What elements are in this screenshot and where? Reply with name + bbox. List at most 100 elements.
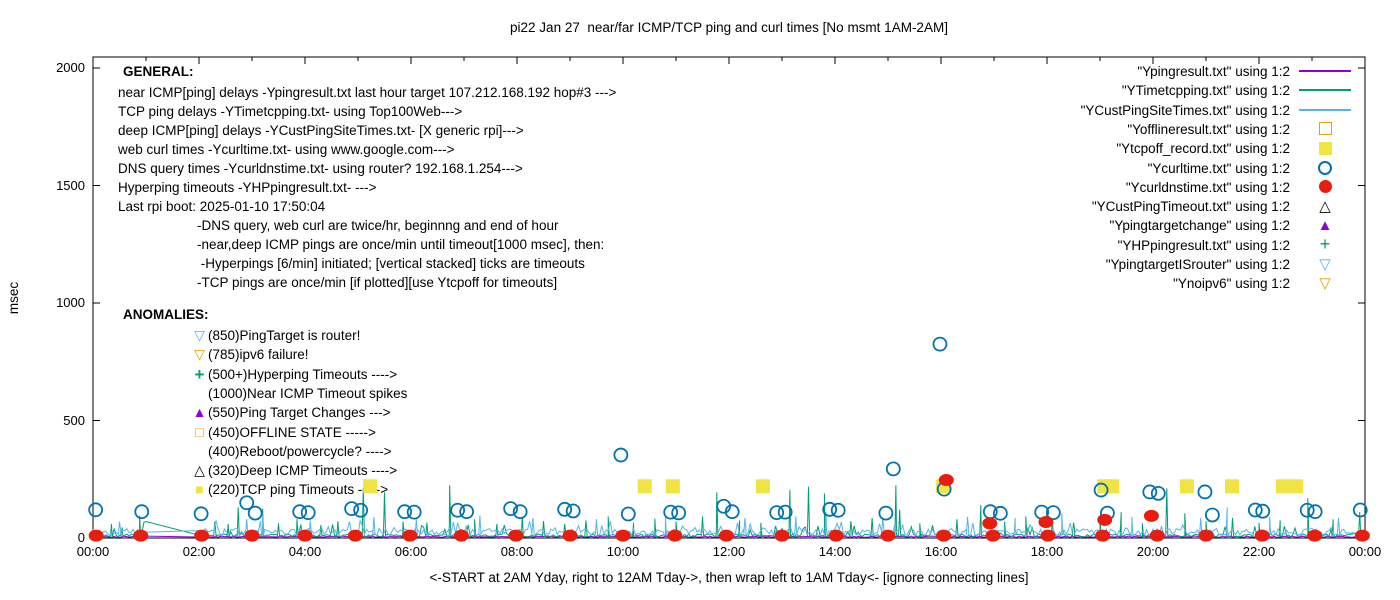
point-Ycurldnstime.txt [1097,513,1113,526]
point-Ycurldnstime.txt [194,529,210,542]
series-line-YCustPingSiteTimes.txt [92,507,1366,538]
point-Ycurldnstime.txt [88,529,104,542]
legend-sample-glyph-icon: ▽ [1296,256,1354,272]
point-Ycurldnstime.txt [828,529,844,542]
anomaly-row: + (500+)Hyperping Timeouts ----> [195,366,398,384]
x-axis-label: <-START at 2AM Yday, right to 12AM Tday-… [429,570,1029,585]
general-line: web curl times -Ycurltime.txt- using www… [118,142,455,157]
point-Ycurltime.txt [88,502,104,518]
point-Ytcpoff_record.txt [1097,479,1112,494]
point-Ycurldnstime.txt [985,529,1001,542]
point-Ytcpoff_record.txt [755,479,770,494]
point-Ycurltime.txt [459,504,475,520]
x-tick-label: 00:00 [76,544,110,559]
point-Ycurltime.txt [247,505,263,521]
anomaly-row: □ (450)OFFLINE STATE -----> [195,424,376,442]
legend-label: "YTimetcpping.txt" using 1:2 [1121,83,1290,99]
legend-label: "YCustPingSiteTimes.txt" using 1:2 [1080,102,1290,118]
anomaly-marker-icon: ■ [195,481,204,498]
circle-open-icon [1318,160,1332,175]
point-Ycurldnstime.txt [1095,529,1111,542]
anomaly-row: ▲ (550)Ping Target Changes ---> [193,405,391,422]
x-tick-label: 04:00 [288,544,322,559]
general-line: TCP ping delays -YTimetcpping.txt- using… [118,104,463,119]
point-Ycurldnstime.txt [1149,529,1165,542]
point-Ytcpoff_record.txt [1289,479,1304,494]
point-Ytcpoff_record.txt [936,479,951,494]
legend-label: "YHPpingresult.txt" using 1:2 [1117,237,1290,253]
point-Ycurltime.txt [992,505,1008,521]
legend-sample-circle-open-icon [1296,160,1354,176]
page-title: pi22 Jan 27 near/far ICMP/TCP ping and c… [510,20,948,35]
general-heading: GENERAL: [123,64,194,79]
anomaly-marker-icon: △ [194,462,205,479]
anomaly-text: (220)TCP ping Timeouts -----> [208,482,389,498]
x-tick-label: 10:00 [606,544,640,559]
legend-sample-circle-fill-icon [1296,179,1354,195]
legend-label: "Ycurltime.txt" using 1:2 [1147,160,1290,176]
anomaly-row: (1000)Near ICMP Timeout spikes [208,386,407,403]
anomalies-heading: ANOMALIES: [123,307,209,322]
legend-sample-line-icon [1296,82,1354,98]
y-tick-label: 2000 [56,60,85,75]
legend-line-swatch [1299,89,1351,92]
legend-sample-glyph-icon: ▽ [1296,275,1354,291]
general-line: DNS query times -Ycurldnstime.txt- using… [118,161,523,176]
x-tick-label: 12:00 [712,544,746,559]
point-Ycurltime.txt [1150,485,1166,501]
general-line: Last rpi boot: 2025-01-10 17:50:04 [118,199,326,214]
point-Ycurldnstime.txt [402,529,418,542]
point-Ycurltime.txt [565,503,581,519]
marker-glyph-icon: ▲ [1317,216,1333,234]
point-Ycurldnstime.txt [244,529,260,542]
marker-glyph-icon: △ [1319,197,1331,215]
point-Ycurldnstime.txt [615,529,631,542]
anomaly-row: ▽ (850)PingTarget is router! [194,328,360,345]
anomaly-marker-icon: ▽ [194,327,205,343]
x-tick-label: 20:00 [1136,544,1170,559]
y-tick-label: 500 [63,412,85,428]
point-Ycurldnstime.txt [562,529,578,542]
point-Ycurltime.txt [620,506,636,522]
legend-line-swatch [1299,70,1351,72]
point-Ycurldnstime.txt [508,529,524,542]
legend-label: "Ynoipv6" using 1:2 [1173,276,1290,292]
point-Ycurltime.txt [936,481,952,497]
anomaly-text: (320)Deep ICMP Timeouts ----> [208,463,398,479]
general-note: -Hyperpings [6/min] initiated; [vertical… [197,256,585,271]
point-Ycurltime.txt [1352,502,1368,518]
point-Ycurltime.txt [450,502,466,518]
point-Ycurldnstime.txt [1254,529,1270,542]
point-Ycurltime.txt [1142,484,1158,500]
series-line-Ypingresult.txt [92,535,1366,538]
legend-sample-glyph-icon: △ [1296,198,1354,214]
anomaly-text: (450)OFFLINE STATE -----> [208,424,376,440]
point-Ycurltime.txt [512,504,528,520]
point-Ycurltime.txt [982,504,998,520]
point-Ycurldnstime.txt [347,529,363,542]
point-Ycurltime.txt [193,506,209,522]
point-Ycurltime.txt [557,501,573,517]
point-Ycurltime.txt [716,498,732,514]
point-Ycurldnstime.txt [718,529,734,542]
point-Ycurltime.txt [1255,503,1271,519]
point-Ytcpoff_record.txt [1275,479,1290,494]
point-Ycurltime.txt [503,501,519,517]
y-tick-label: 0 [77,530,85,545]
point-Ycurldnstime.txt [1143,509,1159,522]
square-filled-icon [1318,141,1332,155]
point-Ycurldnstime.txt [1354,529,1370,542]
x-tick-label: 16:00 [924,544,958,559]
point-Ycurltime.txt [1299,502,1315,518]
point-Ycurltime.txt [830,502,846,518]
general-line: Hyperping timeouts -YHPpingresult.txt- -… [118,180,377,195]
point-Ycurltime.txt [613,447,629,463]
point-Ycurldnstime.txt [133,529,149,542]
point-Ycurltime.txt [777,504,793,520]
point-Ycurltime.txt [769,505,785,521]
y-tick-label: 1500 [56,177,85,193]
point-Ycurltime.txt [1247,502,1263,518]
legend-sample-glyph-icon: ▲ [1296,217,1354,233]
legend-label: "Ypingresult.txt" using 1:2 [1137,64,1290,79]
point-Ycurltime.txt [353,502,369,518]
